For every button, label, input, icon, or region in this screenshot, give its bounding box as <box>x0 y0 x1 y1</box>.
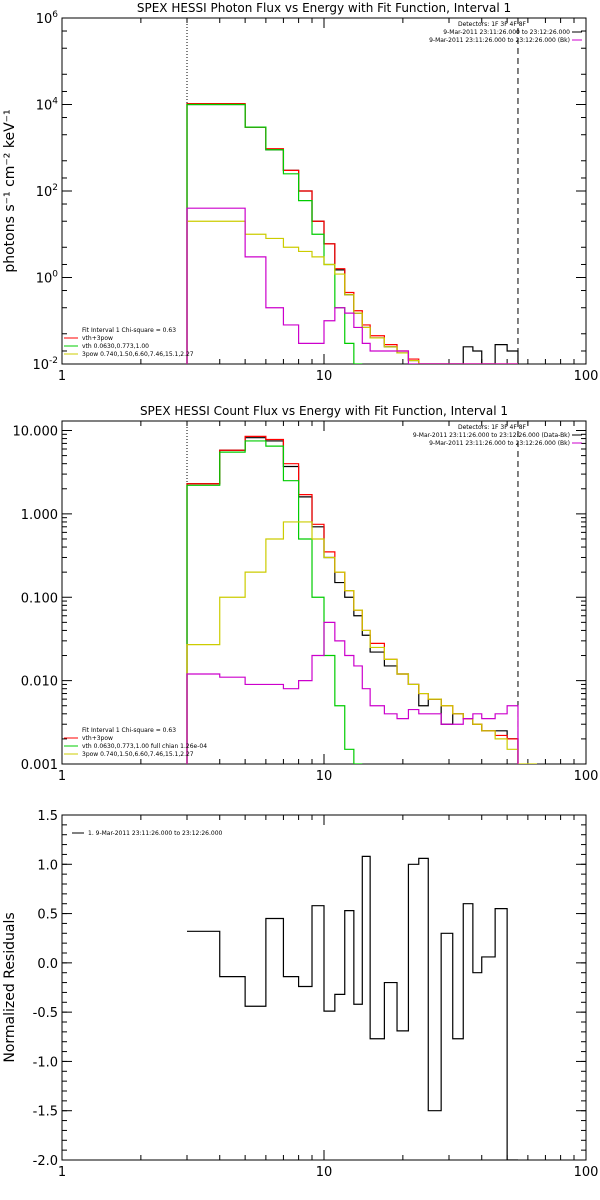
y-tick-label: 1.000 <box>21 508 58 523</box>
series-histogram-0 <box>186 437 519 764</box>
series-histogram-4 <box>186 621 519 764</box>
y-tick-label: -1.5 <box>33 1105 58 1120</box>
series-histogram-1 <box>186 435 519 764</box>
y-tick-label: 0.5 <box>37 908 58 923</box>
y-tick-label: -2.0 <box>33 1154 58 1169</box>
legend-header: Detectors: 1F 3F 4F 8F <box>458 424 527 431</box>
fit-info: Fit Interval 1 Chi-square = 0.63 <box>82 327 176 334</box>
x-tick-label: 10 <box>316 1165 333 1180</box>
y-tick-label: 1.5 <box>37 809 58 824</box>
y-axis-label: photons s⁻¹ cm⁻² keV⁻¹ <box>2 109 18 272</box>
fit-legend-entry: vth+3pow <box>82 735 113 742</box>
y-tick-label: 0.0 <box>37 957 58 972</box>
fit-legend-entry: vth+3pow <box>82 335 113 342</box>
series-histogram-2 <box>186 103 363 364</box>
x-tick-label: 1 <box>58 369 66 384</box>
series-histogram-1 <box>186 102 518 364</box>
legend-entry: 1. 9-Mar-2011 23:11:26.000 to 23:12:26.0… <box>88 830 223 837</box>
x-tick-label: 100 <box>574 769 599 784</box>
series-histogram-0 <box>187 855 518 1160</box>
x-tick-label: 10 <box>316 369 333 384</box>
legend-entry: 9-Mar-2011 23:11:26.000 to 23:12:26.000 … <box>413 432 570 439</box>
fit-legend-entry: vth 0.0630,0.773,1.00 full chian 1.26e-0… <box>82 743 207 750</box>
chart-title: SPEX HESSI Photon Flux vs Energy with Fi… <box>137 1 511 15</box>
fit-legend-entry: 3pow 0.740,1.50,6.60,7.46,15.1,2.27 <box>82 751 194 758</box>
y-tick-label: 106 <box>36 10 59 27</box>
y-tick-label: 10-2 <box>32 356 58 373</box>
y-axis-label: Normalized Residuals <box>2 912 18 1062</box>
y-tick-label: 0.001 <box>21 758 58 773</box>
series-histogram-0 <box>186 103 519 364</box>
y-tick-label: 100 <box>36 270 59 287</box>
fit-legend-entry: 3pow 0.740,1.50,6.60,7.46,15.1,2.27 <box>82 351 194 358</box>
x-tick-label: 100 <box>574 369 599 384</box>
fit-legend-entry: vth 0.0630,0.773,1.00 <box>82 343 149 350</box>
x-tick-label: 100 <box>574 1165 599 1180</box>
chart-title: SPEX HESSI Count Flux vs Energy with Fit… <box>140 404 508 418</box>
series-histogram-3 <box>186 220 518 364</box>
x-tick-label: 1 <box>58 769 66 784</box>
x-tick-label: 10 <box>316 769 333 784</box>
legend-entry: 9-Mar-2011 23:11:26.000 to 23:12:26.000 <box>443 29 570 36</box>
y-tick-label: -1.0 <box>33 1055 58 1070</box>
series-histogram-2 <box>186 440 363 764</box>
y-tick-label: 0.100 <box>21 591 58 606</box>
y-tick-label: 1.0 <box>37 858 58 873</box>
y-tick-label: 104 <box>36 97 59 114</box>
fit-info: Fit Interval 1 Chi-square = 0.63 <box>82 727 176 734</box>
legend-header: Detectors: 1F 3F 4F 8F <box>458 21 527 28</box>
series-histogram-4 <box>186 207 518 364</box>
y-tick-label: 0.010 <box>21 675 58 690</box>
y-tick-label: 10.000 <box>13 425 59 440</box>
plot-frame <box>61 17 587 365</box>
series-histogram-3 <box>186 521 537 764</box>
x-tick-label: 1 <box>58 1165 66 1180</box>
y-tick-label: -0.5 <box>33 1006 58 1021</box>
y-tick-label: 102 <box>36 183 58 200</box>
legend-entry: 9-Mar-2011 23:11:26.000 to 23:12:26.000 … <box>429 37 570 44</box>
legend-entry: 9-Mar-2011 23:11:26.000 to 23:12:26.000 … <box>429 440 570 447</box>
